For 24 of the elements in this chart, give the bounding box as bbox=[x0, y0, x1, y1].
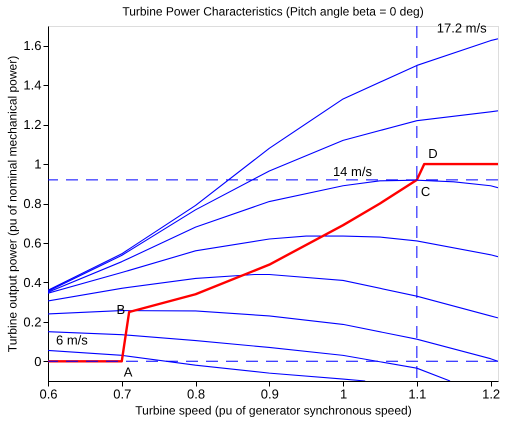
annotation: C bbox=[420, 184, 430, 199]
y-tick-label: 0.8 bbox=[23, 196, 42, 211]
annotation: 6 m/s bbox=[56, 332, 88, 348]
x-tick-label: 0.8 bbox=[187, 386, 206, 402]
x-tick-label: 1.2 bbox=[482, 386, 500, 402]
y-tick-label: 0.2 bbox=[23, 314, 42, 330]
y-tick-label: 1.4 bbox=[23, 78, 42, 93]
annotation: 17.2 m/s bbox=[436, 20, 488, 36]
y-tick-label: 1 bbox=[34, 156, 42, 172]
y-tick-label: 1.2 bbox=[23, 117, 42, 132]
chart-title: Turbine Power Characteristics (Pitch angle beta = 0 deg) bbox=[122, 4, 424, 19]
y-axis-title: Turbine output power (pu of nominal mechanical power) bbox=[5, 56, 20, 352]
y-tick-label: 0.4 bbox=[23, 274, 42, 290]
x-tick-label: 0.9 bbox=[260, 386, 279, 402]
annotation: A bbox=[124, 364, 133, 380]
x-axis-title: Turbine speed (pu of generator synchronous speed) bbox=[135, 404, 412, 418]
y-tick-label: 1.6 bbox=[23, 38, 42, 54]
x-tick-label: 1.1 bbox=[408, 386, 426, 402]
x-tick-label: 0.7 bbox=[113, 386, 132, 402]
x-tick-label: 1 bbox=[340, 386, 348, 402]
annotation: 14 m/s bbox=[332, 164, 372, 179]
y-tick-label: 0.6 bbox=[23, 235, 42, 250]
annotation: D bbox=[428, 146, 438, 162]
y-tick-label: 0 bbox=[34, 354, 42, 369]
